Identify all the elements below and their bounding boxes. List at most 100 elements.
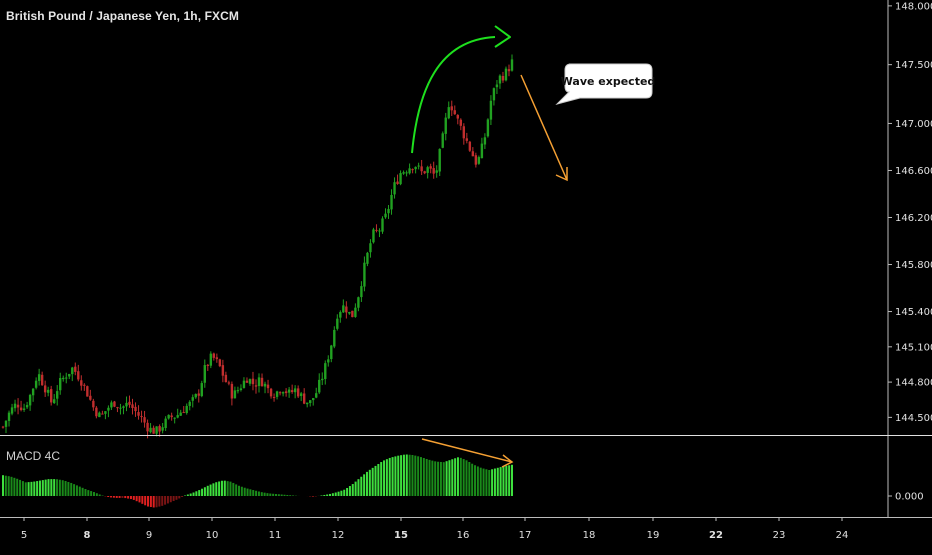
candle-body xyxy=(98,412,101,418)
date-tick-label: 23 xyxy=(773,530,786,541)
candle-body xyxy=(357,297,360,308)
candle-body xyxy=(16,404,20,408)
date-tick-label: 11 xyxy=(269,530,282,541)
candle-body xyxy=(351,310,354,318)
candle-body xyxy=(263,383,267,387)
candle-body xyxy=(354,307,357,317)
candle-body xyxy=(62,377,65,380)
candle-body xyxy=(348,311,351,314)
candle-body xyxy=(31,388,35,396)
candle-body xyxy=(330,345,333,360)
date-tick-label: 17 xyxy=(519,530,532,541)
candle-body xyxy=(227,382,231,384)
candle-body xyxy=(399,173,402,185)
callout-bubble xyxy=(555,63,653,105)
candle-body xyxy=(450,106,453,111)
price-tick-label: 148.000 xyxy=(895,1,932,12)
candle-body xyxy=(453,110,456,115)
candle-body xyxy=(408,168,411,174)
candle-body xyxy=(465,138,469,141)
candle-body xyxy=(221,365,225,376)
candle-body xyxy=(312,398,315,401)
candle-body xyxy=(260,377,264,387)
date-tick-label: 19 xyxy=(647,530,660,541)
candle-body xyxy=(176,415,179,418)
macd-divergence-arrowhead xyxy=(501,454,514,468)
candle-body xyxy=(86,386,89,397)
candle-body xyxy=(149,427,152,433)
candle-body xyxy=(59,377,62,391)
candle-body xyxy=(95,407,98,417)
candle-body xyxy=(206,364,210,366)
candle-body xyxy=(158,426,161,432)
candle-body xyxy=(155,426,158,434)
date-tick-label: 9 xyxy=(146,530,152,541)
candle-body xyxy=(233,390,237,399)
candle-body xyxy=(402,172,405,174)
candle-body xyxy=(125,402,128,407)
candle-body xyxy=(435,170,438,173)
candle-body xyxy=(236,390,240,392)
macd-histogram xyxy=(2,454,513,508)
candle-body xyxy=(266,384,270,389)
candle-body xyxy=(34,380,38,388)
candle-body xyxy=(53,399,56,404)
candle-body xyxy=(459,119,462,126)
candles xyxy=(1,54,514,439)
candle-body xyxy=(218,359,222,367)
date-tick-label: 16 xyxy=(457,530,470,541)
candle-body xyxy=(56,391,59,399)
callout-text: Wave expected xyxy=(561,75,656,88)
candle-body xyxy=(101,413,104,415)
candle-body xyxy=(305,402,309,405)
candle-body xyxy=(441,133,444,148)
candle-body xyxy=(143,417,146,423)
candle-body xyxy=(194,393,197,398)
date-tick-label: 18 xyxy=(583,530,596,541)
candle-body xyxy=(1,426,5,428)
candle-body xyxy=(296,388,300,397)
date-tick-label: 22 xyxy=(709,530,723,541)
candle-body xyxy=(188,401,191,406)
candle-body xyxy=(10,407,14,414)
macd-divergence-line xyxy=(421,438,513,463)
price-tick-label: 144.500 xyxy=(895,413,932,424)
candle-body xyxy=(4,420,8,427)
green-arrowhead xyxy=(494,25,511,48)
candle-body xyxy=(40,374,44,386)
candle-body xyxy=(161,427,164,431)
macd-zero-label: 0.000 xyxy=(895,492,924,503)
candle-body xyxy=(342,305,345,313)
candle-body xyxy=(429,166,432,169)
candle-body xyxy=(411,169,414,171)
candle-body xyxy=(71,367,74,375)
candle-body xyxy=(477,157,481,164)
candle-body xyxy=(134,406,137,412)
candle-body xyxy=(495,84,499,88)
candle-body xyxy=(89,395,92,400)
candle-body xyxy=(119,407,122,409)
candle-body xyxy=(390,194,393,210)
candle-body xyxy=(507,69,511,72)
candle-body xyxy=(22,408,26,410)
candle-body xyxy=(504,68,508,81)
candle-body xyxy=(182,412,185,414)
candle-body xyxy=(248,379,252,384)
candle-body xyxy=(107,407,110,411)
candle-body xyxy=(492,88,496,101)
candle-body xyxy=(396,181,399,184)
price-tick-label: 146.600 xyxy=(895,166,932,177)
candle-body xyxy=(480,143,484,159)
price-tick-label: 145.100 xyxy=(895,342,932,353)
candle-body xyxy=(339,312,342,318)
candle-body xyxy=(152,427,155,434)
axes: 148.000 147.500 147.000 146.600 146.200 145.8… xyxy=(0,0,932,541)
candle-body xyxy=(387,208,390,214)
candle-body xyxy=(104,411,107,414)
candle-body xyxy=(37,374,41,381)
price-tick-label: 145.400 xyxy=(895,307,932,318)
candle-body xyxy=(92,400,95,408)
candle-body xyxy=(456,115,459,119)
candle-body xyxy=(378,230,381,232)
